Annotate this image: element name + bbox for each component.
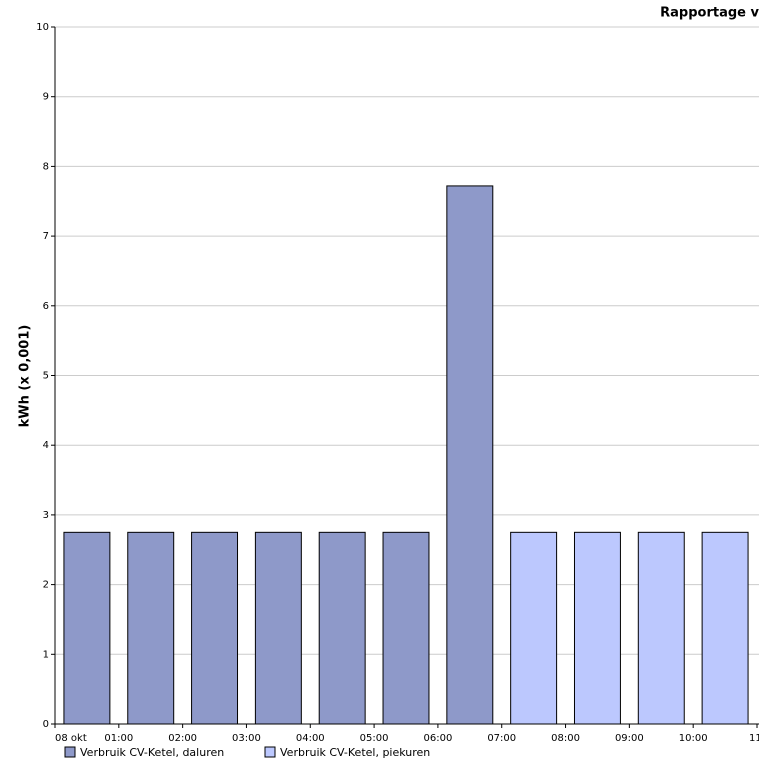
- y-tick-label: 6: [43, 301, 49, 312]
- y-tick-label: 7: [43, 231, 49, 242]
- bar: [573, 531, 621, 725]
- y-tick-label: 5: [43, 371, 49, 382]
- x-tick-label: 05:00: [360, 733, 389, 744]
- x-tick-label: 02:00: [168, 733, 197, 744]
- x-tick-label: 04:00: [296, 733, 325, 744]
- bar: [63, 531, 111, 725]
- x-tick-label: 11:: [749, 733, 759, 744]
- y-tick-label: 8: [43, 161, 49, 172]
- legend-label: Verbruik CV-Ketel, daluren: [80, 746, 224, 759]
- y-axis-label: kWh (x 0,001): [18, 325, 33, 428]
- x-tick-label: 07:00: [487, 733, 516, 744]
- bar: [191, 531, 239, 725]
- y-tick-label: 2: [43, 580, 49, 591]
- y-tick-label: 0: [43, 719, 49, 730]
- bar: [318, 531, 366, 725]
- bar: [510, 531, 558, 725]
- x-tick-label: 03:00: [232, 733, 261, 744]
- legend-swatch: [64, 746, 76, 758]
- bar: [127, 531, 175, 725]
- x-tick-label: 10:00: [679, 733, 708, 744]
- bar: [637, 531, 685, 725]
- bar: [701, 531, 749, 725]
- bar: [382, 531, 430, 725]
- x-tick-label: 08:00: [551, 733, 580, 744]
- y-tick-label: 10: [36, 22, 49, 33]
- x-tick-label: 06:00: [423, 733, 452, 744]
- y-tick-label: 1: [43, 649, 49, 660]
- y-tick-label: 9: [43, 92, 49, 103]
- bar: [446, 185, 494, 725]
- legend-swatch: [264, 746, 276, 758]
- legend-label: Verbruik CV-Ketel, piekuren: [280, 746, 430, 759]
- x-tick-label: 08 okt: [55, 733, 87, 744]
- y-tick-label: 4: [43, 440, 49, 451]
- x-tick-label: 01:00: [104, 733, 133, 744]
- bar: [254, 531, 302, 725]
- y-tick-label: 3: [43, 510, 49, 521]
- chart-title: Rapportage v: [660, 6, 759, 21]
- x-tick-label: 09:00: [615, 733, 644, 744]
